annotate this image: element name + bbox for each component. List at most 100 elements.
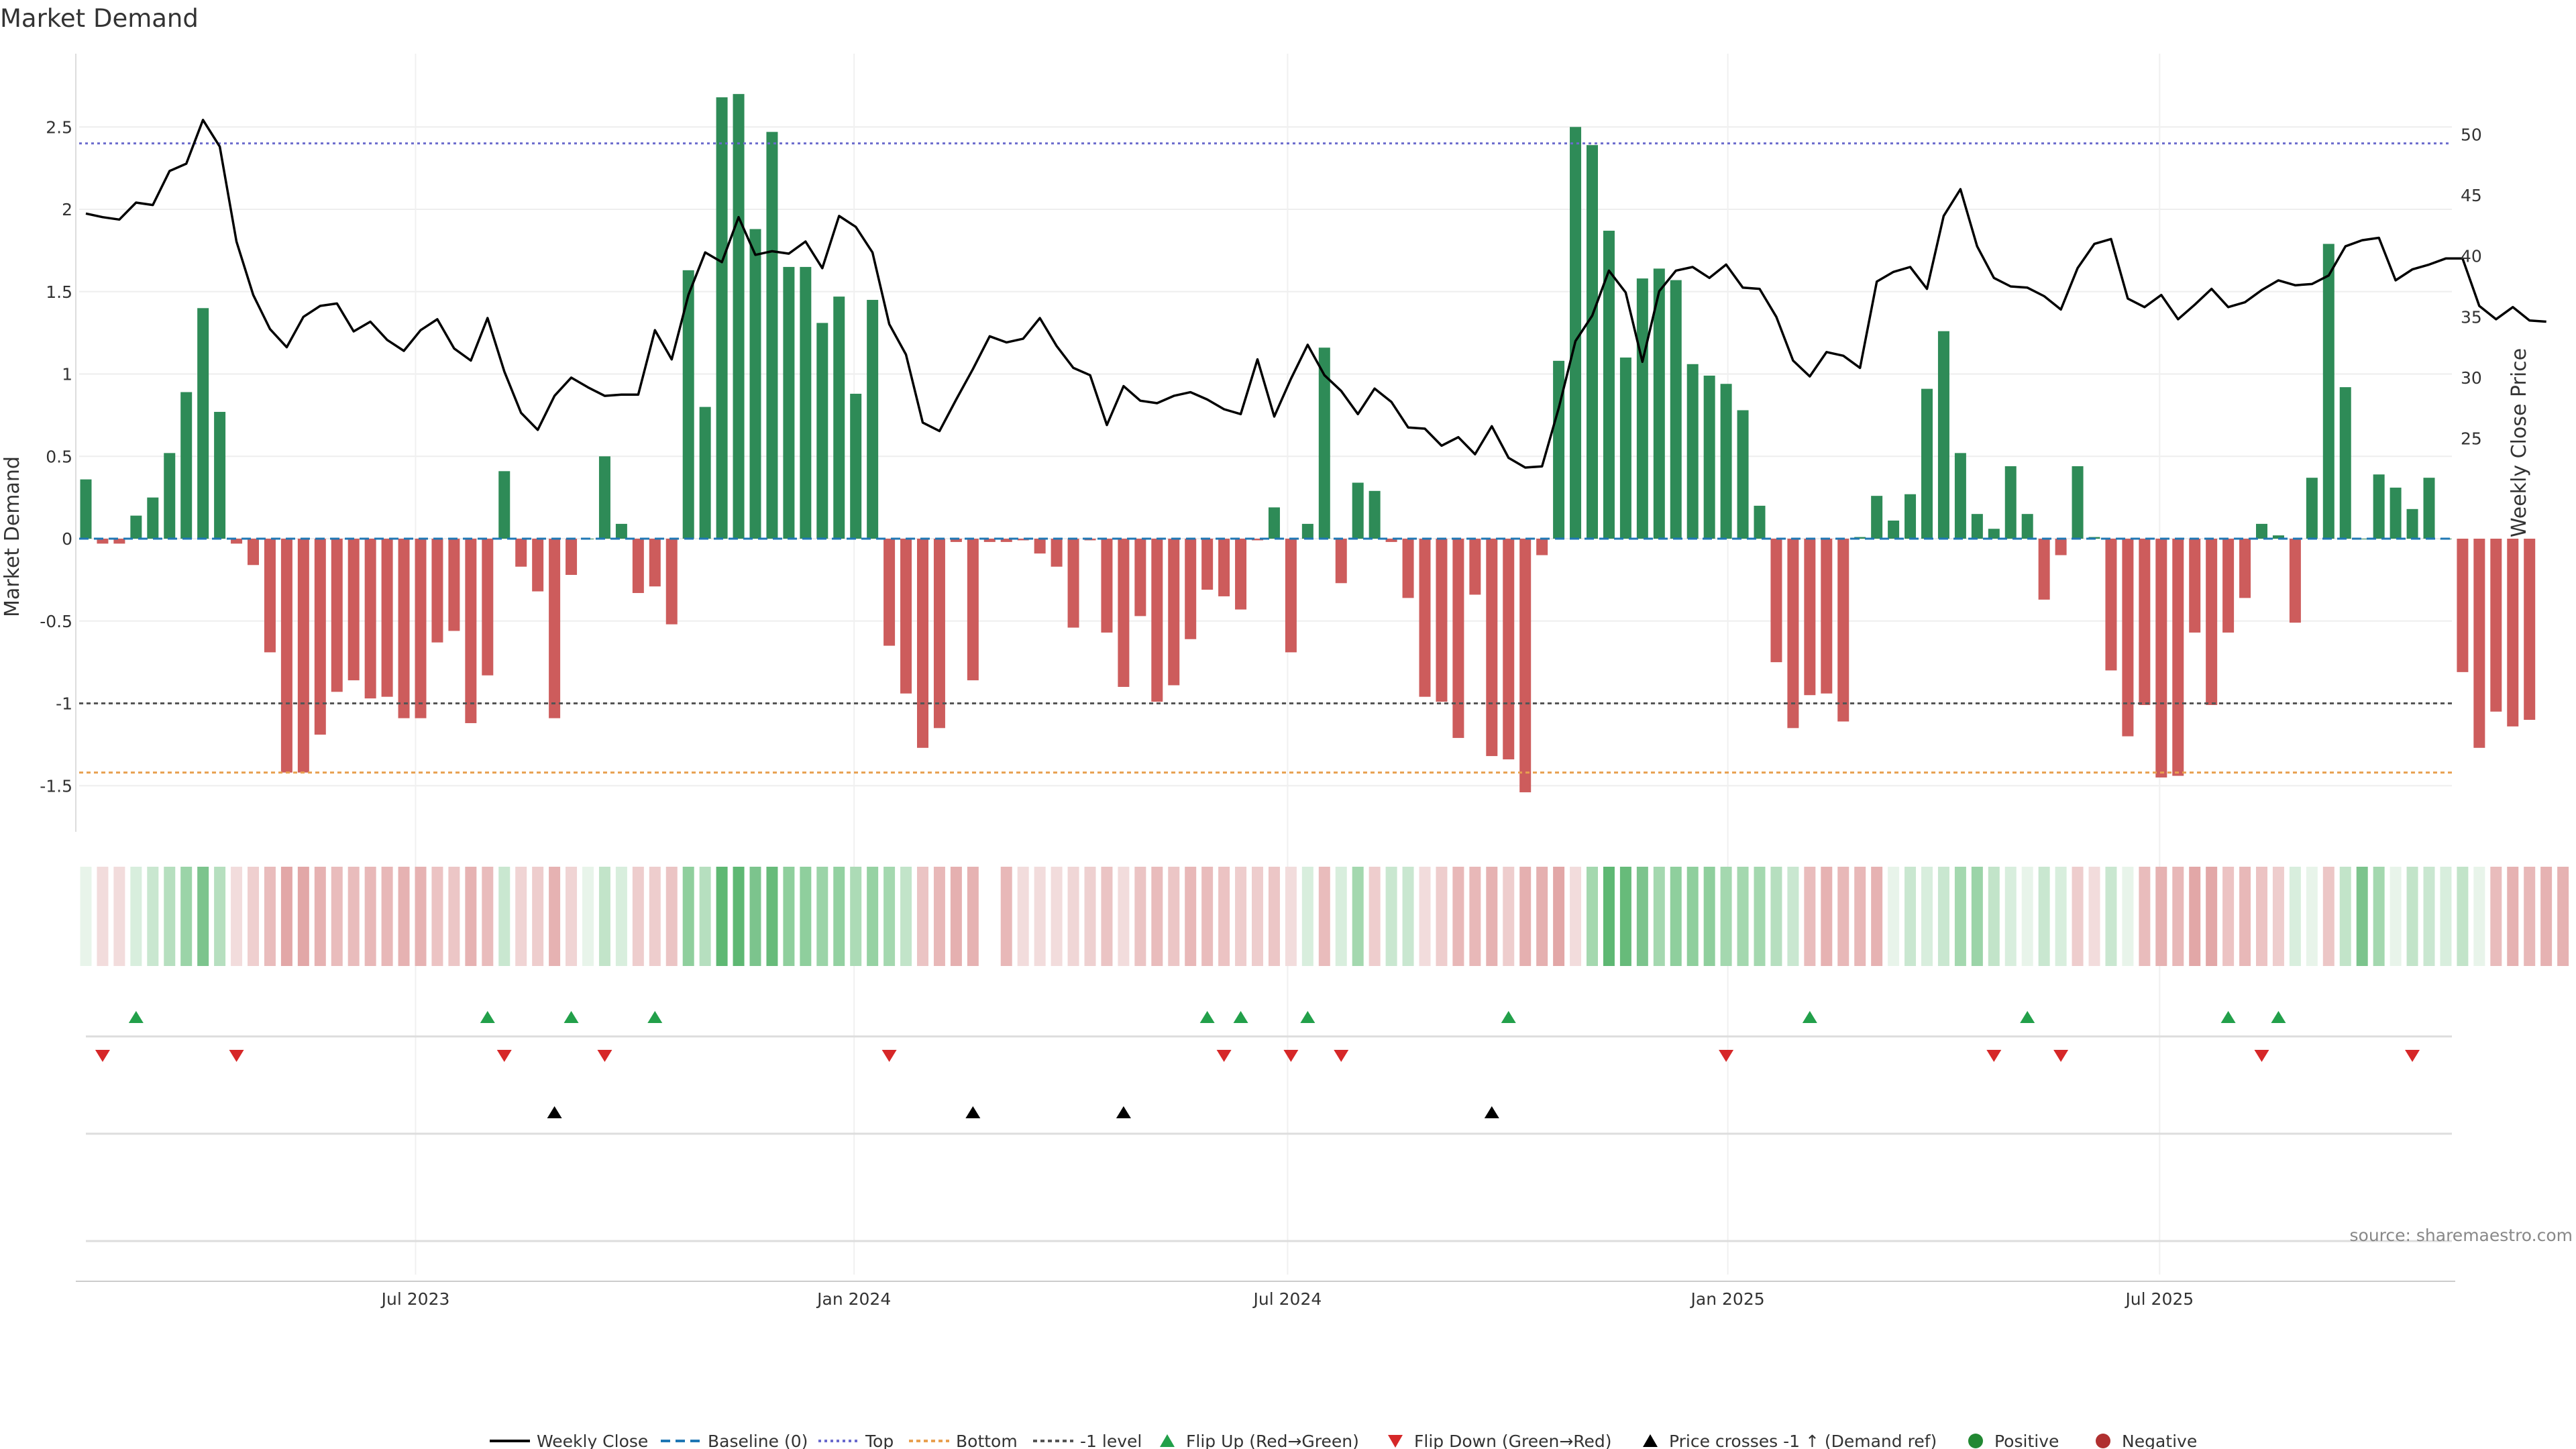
heat-cell <box>465 867 477 966</box>
demand-bar <box>1469 539 1481 595</box>
heat-cell <box>1921 867 1933 966</box>
heat-cell <box>1151 867 1163 966</box>
heat-cell <box>231 867 243 966</box>
demand-bar <box>566 539 578 576</box>
flip-down-marker <box>1283 1050 1299 1062</box>
demand-bar <box>2239 539 2251 598</box>
heat-cell <box>1134 867 1146 966</box>
demand-bar <box>2507 539 2519 727</box>
demand-bar <box>2423 478 2435 539</box>
heat-cell <box>2440 867 2452 966</box>
legend-swatch <box>1643 1434 1658 1447</box>
demand-bar <box>1787 539 1799 729</box>
demand-bar <box>1570 127 1582 539</box>
demand-bar <box>364 539 376 699</box>
flip-up-marker <box>480 1011 495 1023</box>
heat-cell <box>1185 867 1197 966</box>
heat-cell <box>1352 867 1364 966</box>
legend-label: -1 level <box>1080 1432 1142 1449</box>
heat-cell <box>2004 867 2017 966</box>
demand-bar <box>2406 508 2418 539</box>
heat-cell <box>2322 867 2334 966</box>
heat-cell <box>1000 867 1012 966</box>
demand-bar <box>2122 539 2134 737</box>
demand-bar <box>1436 539 1448 702</box>
heat-cell <box>2155 867 2167 966</box>
left-tick-label: -1.5 <box>40 776 72 796</box>
demand-bar <box>1486 539 1498 757</box>
right-tick-label: 30 <box>2461 368 2482 388</box>
heat-cell <box>2172 867 2184 966</box>
demand-bar <box>2189 539 2201 633</box>
legend-label: Negative <box>2122 1432 2197 1449</box>
flip-down-marker <box>2053 1050 2069 1062</box>
demand-bar <box>280 539 292 773</box>
demand-bar <box>164 453 176 539</box>
demand-bar <box>549 539 561 718</box>
demand-bar <box>716 97 728 539</box>
heat-cell <box>867 867 879 966</box>
heat-cell <box>2088 867 2100 966</box>
demand-bar <box>1185 539 1197 639</box>
heat-cell <box>699 867 711 966</box>
heat-cell <box>1218 867 1230 966</box>
demand-bar <box>1720 384 1732 539</box>
demand-bar <box>2524 539 2536 720</box>
demand-bar <box>2055 539 2067 555</box>
flip-up-marker <box>1802 1011 1817 1023</box>
heat-cell <box>1653 867 1665 966</box>
heat-cell <box>733 867 745 966</box>
heat-cell <box>130 867 142 966</box>
heat-cell <box>1335 867 1347 966</box>
x-tick-label: Jan 2025 <box>1690 1289 1765 1309</box>
heat-cell <box>716 867 728 966</box>
heat-cell <box>933 867 945 966</box>
demand-bar <box>850 393 862 539</box>
heat-cell <box>1519 867 1532 966</box>
demand-bar <box>297 539 309 773</box>
legend-swatch <box>1388 1435 1403 1448</box>
heat-cell <box>1017 867 1029 966</box>
heat-cell <box>566 867 578 966</box>
heat-cell <box>1686 867 1699 966</box>
flip-down-marker <box>496 1050 512 1062</box>
heat-cell <box>1988 867 2000 966</box>
demand-bar <box>314 539 326 735</box>
demand-bar <box>1636 278 1648 539</box>
heat-cell <box>2122 867 2134 966</box>
heat-cell <box>1737 867 1749 966</box>
heat-cell <box>2390 867 2402 966</box>
heat-cell <box>850 867 862 966</box>
weekly-close-line <box>85 119 2546 469</box>
flip-down-marker <box>229 1050 244 1062</box>
demand-bar <box>1385 539 1397 542</box>
heat-cell <box>1201 867 1214 966</box>
heat-cell <box>2222 867 2235 966</box>
demand-bar <box>398 539 410 718</box>
heat-cell <box>2423 867 2435 966</box>
demand-bar <box>331 539 343 692</box>
heat-cell <box>1619 867 1631 966</box>
heat-cell <box>364 867 376 966</box>
heat-cell <box>749 867 761 966</box>
demand-bar <box>1954 453 1966 539</box>
flip-up-marker <box>1300 1011 1316 1023</box>
legend-label: Flip Down (Green→Red) <box>1414 1432 1612 1449</box>
right-tick-label: 50 <box>2461 125 2482 145</box>
right-tick-label: 35 <box>2461 307 2482 327</box>
demand-bar <box>1268 507 1280 539</box>
demand-bar <box>2457 539 2469 672</box>
demand-bar <box>431 539 443 643</box>
demand-bar <box>1619 357 1631 539</box>
demand-bar <box>381 539 393 697</box>
price-cross-marker <box>1484 1106 1499 1118</box>
demand-bar <box>2004 466 2017 539</box>
x-tick-label: Jul 2024 <box>1252 1289 1322 1309</box>
heat-cell <box>1871 867 1883 966</box>
demand-bar <box>766 131 778 539</box>
demand-bar <box>1218 539 1230 596</box>
demand-bar <box>1988 529 2000 539</box>
heat-cell <box>1402 867 1414 966</box>
heat-cell <box>1452 867 1464 966</box>
heat-cell <box>582 867 594 966</box>
